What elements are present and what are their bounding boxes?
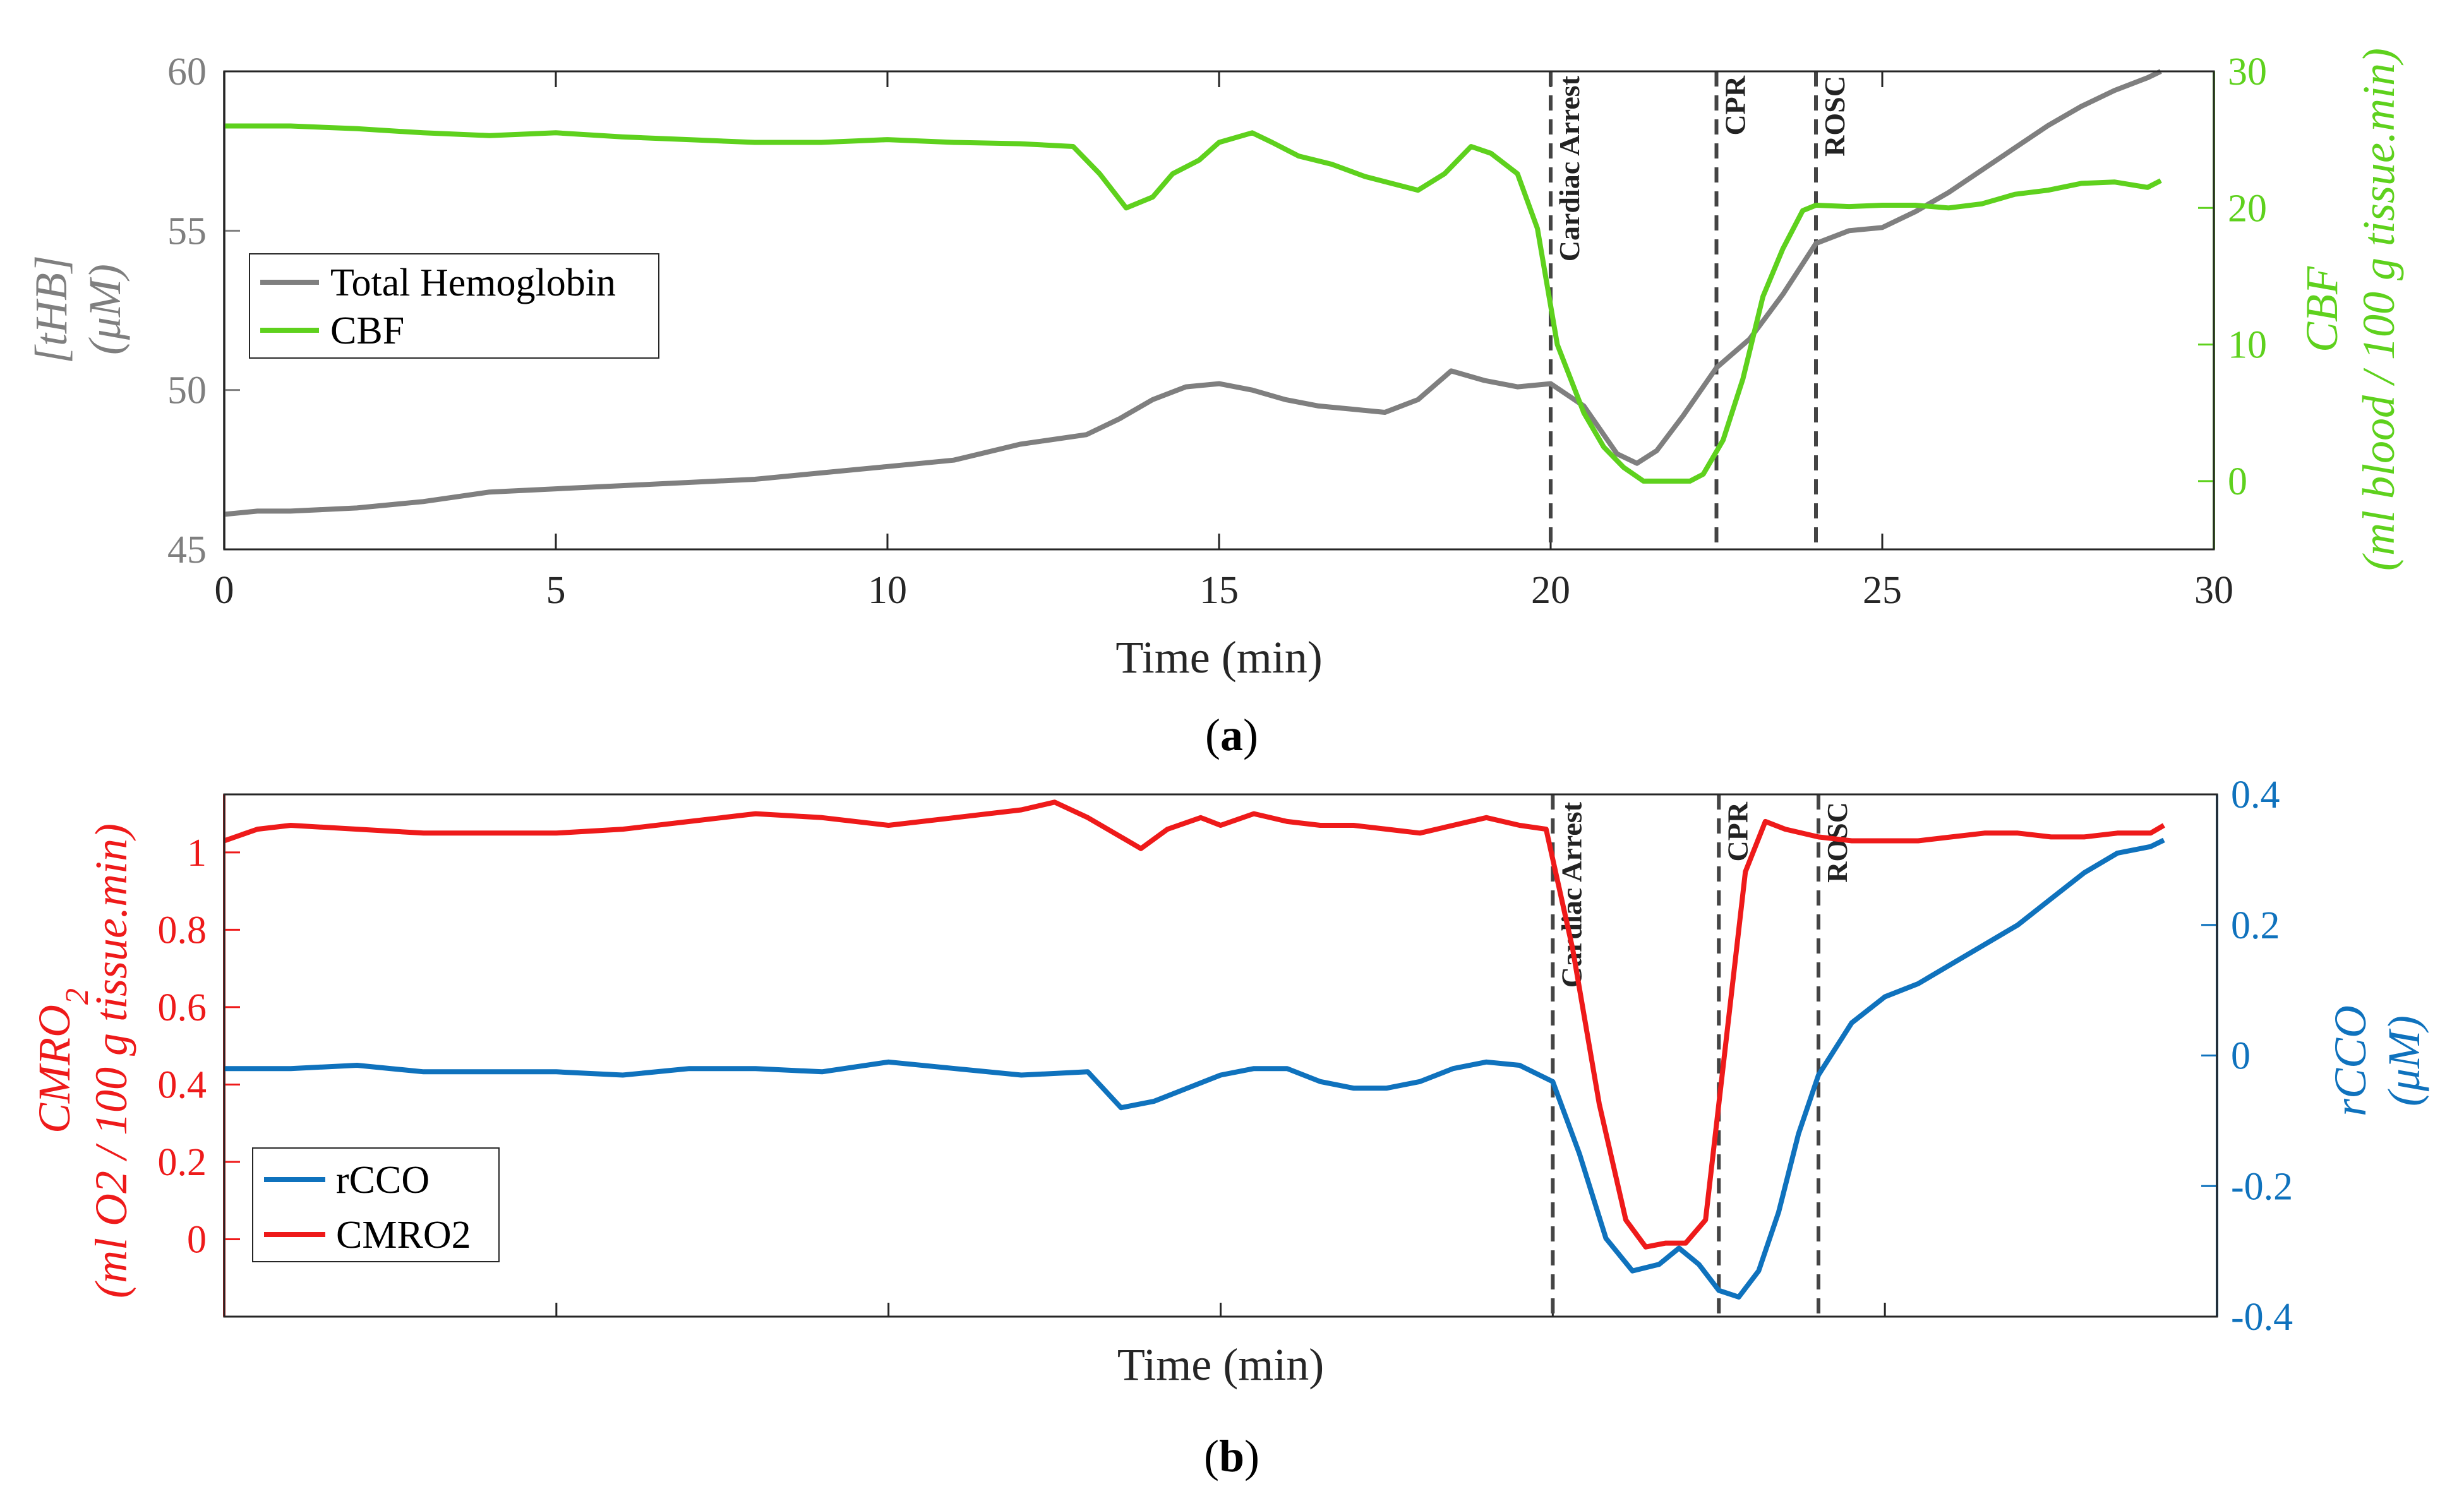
left-tick-label: 0	[187, 1218, 207, 1261]
right-tick-label: 0	[2231, 1035, 2251, 1078]
right-tick-label: -0.4	[2231, 1296, 2293, 1339]
rcco-line	[224, 837, 2165, 1300]
panel-b-axes-box	[223, 793, 2218, 1318]
x-tick-label: 30	[2194, 569, 2233, 612]
left-tick-label: 55	[167, 210, 207, 253]
panel-b: 0 0.2 0.4 0.6 0.8 1 -0.4 -0.2 0 0.2 0.4 Cardiac Ar…	[29, 774, 2429, 1481]
panel-a-ticks: 45 50 55 60 0 10 20 30 0 5 10 15 20 25 30	[167, 51, 2267, 612]
cmro2-line	[223, 799, 2165, 1250]
panel-b-right-axis-title: rCCO	[2325, 1005, 2376, 1116]
x-tick-label: 10	[868, 569, 907, 612]
panel-a-legend-box	[249, 253, 659, 359]
panel-b-legend-box	[252, 1147, 500, 1262]
right-tick-label: 10	[2228, 324, 2267, 367]
panel-b-caption: (b)	[1204, 1431, 1259, 1481]
event-label: CPR	[1719, 75, 1752, 135]
event-label: ROSC	[1818, 76, 1851, 157]
left-tick-label: 0.8	[158, 909, 207, 952]
panel-a-legend: Total Hemoglobin CBF	[249, 253, 659, 359]
panel-a-event-lines: Cardiac Arrest CPR ROSC	[1549, 71, 1851, 549]
panel-a-left-axis-unit: (μM)	[80, 264, 130, 355]
panel-a-caption: (a)	[1205, 710, 1258, 760]
x-tick-label: 15	[1199, 569, 1239, 612]
panel-a-right-axis-title: CBF	[2297, 266, 2347, 352]
x-tick-label: 5	[546, 569, 566, 612]
right-tick-label: 20	[2228, 187, 2267, 230]
panel-a-right-axis-unit: (ml blood / 100 g tissue.min)	[2353, 48, 2404, 571]
panel-a-x-axis-title: Time (min)	[1115, 632, 1322, 683]
panel-a-axes-box	[223, 70, 2215, 551]
event-label: Cardiac Arrest	[1553, 75, 1585, 261]
left-tick-label: 0.6	[158, 986, 207, 1029]
left-tick-label: 0.4	[158, 1063, 207, 1106]
right-tick-label: -0.2	[2231, 1165, 2293, 1208]
panel-a-left-axis-title: [tHB]	[26, 255, 76, 364]
panel-b-event-lines: Cardiac Arrest CPR ROSC	[1551, 794, 1853, 1317]
panel-b-left-axis-unit: (ml O2 / 100 g tissue.min)	[86, 823, 136, 1298]
right-tick-label: 30	[2228, 51, 2267, 93]
left-tick-label: 50	[167, 369, 207, 412]
x-tick-label: 0	[215, 569, 234, 612]
left-tick-label: 45	[167, 529, 207, 571]
panel-b-legend: rCCO CMRO2	[252, 1147, 500, 1262]
event-label: CPR	[1721, 801, 1753, 861]
left-tick-label: 60	[167, 51, 207, 93]
left-tick-label: 1	[187, 832, 207, 875]
x-tick-label: 20	[1531, 569, 1570, 612]
x-tick-label: 25	[1863, 569, 1902, 612]
legend-label-rcco: rCCO	[336, 1159, 430, 1202]
legend-label-cbf: CBF	[330, 309, 404, 352]
panel-b-x-axis-title: Time (min)	[1117, 1339, 1324, 1390]
panel-b-ticks: 0 0.2 0.4 0.6 0.8 1 -0.4 -0.2 0 0.2 0.4	[158, 774, 2293, 1339]
cbf-line	[224, 123, 2162, 484]
panel-a: 45 50 55 60 0 10 20 30 0 5 10 15 20 25 30 Cardiac Arre…	[26, 48, 2404, 760]
legend-label-cmro2: CMRO2	[336, 1214, 471, 1257]
legend-label-total-hemoglobin: Total Hemoglobin	[330, 261, 616, 304]
right-tick-label: 0	[2228, 460, 2247, 503]
right-tick-label: 0.2	[2231, 904, 2280, 947]
panel-b-right-axis-unit: (μM)	[2379, 1015, 2429, 1106]
panel-b-left-axis-title: CMRO2	[29, 988, 95, 1133]
total-hemoglobin-line	[224, 69, 2162, 517]
left-tick-label: 0.2	[158, 1141, 207, 1184]
right-tick-label: 0.4	[2231, 774, 2280, 816]
